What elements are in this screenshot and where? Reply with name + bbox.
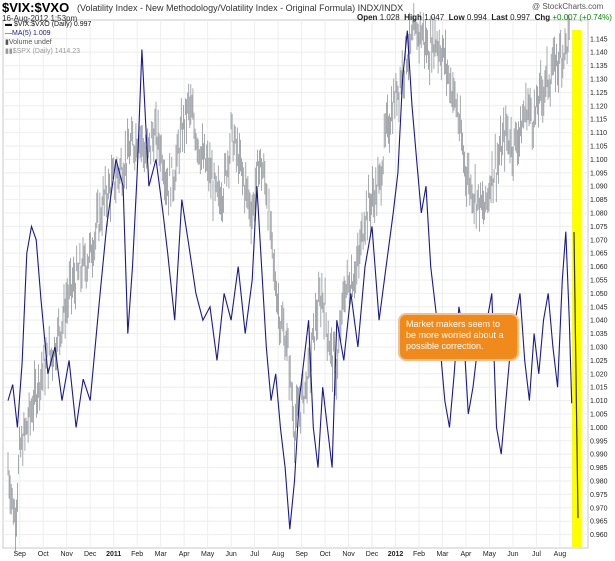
x-tick-label: Sep <box>295 551 308 558</box>
legend-ma-label: MA(5) 1.009 <box>12 30 51 37</box>
legend-spx: ▮▮$SPX (Daily) 1414.23 <box>5 47 80 56</box>
x-tick-label: 2012 <box>388 551 404 558</box>
x-tick-label: Jun <box>225 551 236 558</box>
chg-label: Chg <box>534 13 551 22</box>
y-tick-label: 1.030 <box>590 344 608 351</box>
x-tick-label: Oct <box>38 551 49 558</box>
y-tick-label: 1.085 <box>590 197 608 204</box>
y-tick-label: 1.035 <box>590 331 608 338</box>
y-tick-label: 0.965 <box>590 519 608 526</box>
y-tick-label: 1.115 <box>590 117 607 124</box>
y-tick-label: 1.025 <box>590 358 608 365</box>
x-axis-labels: Sep Oct Nov Dec 2011 Feb Mar Apr May Jun Jul Aug Sep… <box>14 551 567 558</box>
y-tick-label: 1.050 <box>590 291 608 298</box>
y-tick-label: 1.065 <box>590 251 608 258</box>
stockcharts-watermark: @ StockCharts.com <box>532 2 604 11</box>
low-label: Low <box>448 13 465 22</box>
y-tick-label: 1.000 <box>590 425 608 432</box>
y-tick-label: 0.960 <box>590 532 608 539</box>
x-tick-label: May <box>483 551 497 558</box>
y-tick-label: 0.985 <box>590 465 608 472</box>
y-tick-label: 0.995 <box>590 438 608 445</box>
y-tick-label: 0.975 <box>590 492 608 499</box>
x-tick-label: Feb <box>131 551 143 558</box>
ma5-line <box>7 30 573 530</box>
y-tick-label: 1.095 <box>590 170 608 177</box>
last-label: Last <box>491 13 508 22</box>
highlight-bar <box>572 30 581 548</box>
y-tick-label: 1.105 <box>590 143 608 150</box>
y-tick-label: 1.135 <box>590 63 608 70</box>
x-tick-label: Sep <box>14 551 27 558</box>
x-tick-label: May <box>201 551 215 558</box>
x-tick-label: Nov <box>342 551 355 558</box>
legend-spx-swatch: ▮▮ <box>5 48 13 55</box>
y-tick-label: 1.100 <box>590 157 608 164</box>
high-label: High <box>404 13 422 22</box>
quote-bar: Open 1.028 High 1.047 Low 0.994 Last 0.9… <box>357 13 612 22</box>
legend-main-label: $VIX:$VXO (Daily) 0.997 <box>13 21 92 28</box>
legend-main-swatch: ▬ <box>5 21 12 28</box>
y-tick-label: 1.045 <box>590 304 608 311</box>
x-tick-label: Feb <box>413 551 425 558</box>
y-tick-label: 1.125 <box>590 90 608 97</box>
y-tick-label: 1.090 <box>590 184 608 191</box>
y-tick-label: 1.055 <box>590 277 608 284</box>
x-tick-label: Apr <box>461 551 473 558</box>
y-tick-label: 1.120 <box>590 103 608 110</box>
open-value: 1.028 <box>379 13 400 22</box>
open-label: Open <box>357 13 378 22</box>
y-tick-label: 1.075 <box>590 224 608 231</box>
legend-main: ▬ $VIX:$VXO (Daily) 0.997 <box>5 20 91 29</box>
spx-series <box>7 3 570 555</box>
y-axis-labels: 0.960 0.965 0.970 0.975 0.980 0.985 0.990 0.995… <box>590 36 608 539</box>
y-tick-label: 0.970 <box>590 505 608 512</box>
y-tick-label: 1.145 <box>590 36 608 43</box>
y-tick-label: 1.005 <box>590 411 608 418</box>
y-tick-label: 1.080 <box>590 210 608 217</box>
y-tick-label: 1.070 <box>590 237 608 244</box>
y-tick-label: 1.110 <box>590 130 607 137</box>
chart-symbol: $VIX:$VXO <box>2 0 70 15</box>
x-tick-label: Jul <box>532 551 541 558</box>
y-tick-label: 1.010 <box>590 398 608 405</box>
y-tick-label: 1.140 <box>590 50 608 57</box>
x-tick-label: Nov <box>60 551 73 558</box>
chg-value: +0.007 (+0.74%) <box>552 13 612 22</box>
y-tick-label: 1.060 <box>590 264 608 271</box>
x-tick-label: Mar <box>436 551 449 558</box>
legend-ma: —MA(5) 1.009 <box>5 29 51 38</box>
y-tick-label: 1.015 <box>590 385 608 392</box>
x-tick-label: Apr <box>179 551 191 558</box>
chart-description: (Volatility Index - New Methodology/Vola… <box>77 3 404 13</box>
y-tick-label: 0.980 <box>590 478 608 485</box>
x-tick-label: Jun <box>507 551 518 558</box>
x-tick-label: Oct <box>320 551 331 558</box>
legend-spx-label: $SPX (Daily) 1414.23 <box>12 48 81 55</box>
legend-ma-swatch: — <box>5 30 12 37</box>
y-tick-label: 1.130 <box>590 76 608 83</box>
x-tick-label: 2011 <box>106 551 121 558</box>
y-tick-label: 1.020 <box>590 371 608 378</box>
annotation-callout: Market makers seem to be more worried ab… <box>398 313 519 361</box>
x-tick-label: Dec <box>84 551 97 558</box>
drop-line <box>573 231 579 519</box>
legend-volume: ▮Volume undef <box>5 38 52 47</box>
low-value: 0.994 <box>466 13 487 22</box>
x-tick-label: Dec <box>366 551 379 558</box>
x-tick-label: Aug <box>272 551 285 558</box>
high-value: 1.047 <box>424 13 445 22</box>
y-tick-label: 0.990 <box>590 452 608 459</box>
last-value: 0.997 <box>510 13 531 22</box>
x-tick-label: Aug <box>554 551 567 558</box>
chart-date: 16-Aug-2012 1:53pm <box>2 14 78 23</box>
x-tick-label: Jul <box>250 551 259 558</box>
x-tick-label: Mar <box>155 551 168 558</box>
legend-volume-label: Volume undef <box>8 39 52 46</box>
y-tick-label: 1.040 <box>590 318 608 325</box>
legend-volume-swatch: ▮ <box>5 39 9 46</box>
